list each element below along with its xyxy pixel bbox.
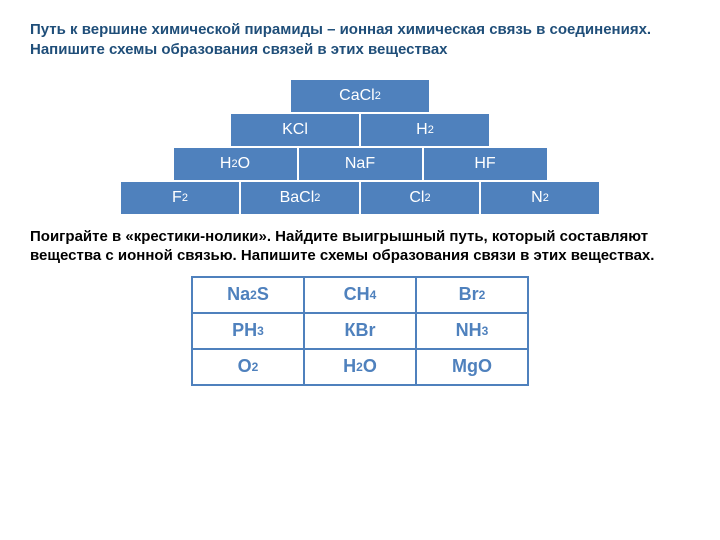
pyramid-block: KCl — [230, 113, 360, 147]
grid-cell: H2O — [304, 349, 416, 385]
tic-tac-toe-grid: Na2SCH4Br2 PH3КBrNH3 O2H2OMgO — [191, 276, 529, 386]
pyramid-block: H2 — [360, 113, 490, 147]
grid-cell: CH4 — [304, 277, 416, 313]
pyramid-block: N2 — [480, 181, 600, 215]
pyramid-row-3: F2BaCl2Cl2N2 — [120, 181, 600, 215]
pyramid-block: F2 — [120, 181, 240, 215]
grid-cell: КBr — [304, 313, 416, 349]
pyramid-row-1: KClH2 — [230, 113, 490, 147]
page-heading: Путь к вершине химической пирамиды – ион… — [30, 20, 690, 61]
pyramid-row-2: H2ONaFHF — [173, 147, 548, 181]
pyramid-block: NaF — [298, 147, 423, 181]
instruction-paragraph: Поиграйте в «крестики-нолики». Найдите в… — [30, 227, 690, 266]
pyramid-block: HF — [423, 147, 548, 181]
grid-cell: O2 — [192, 349, 304, 385]
grid-cell: Na2S — [192, 277, 304, 313]
pyramid-block: H2O — [173, 147, 298, 181]
grid-cell: NH3 — [416, 313, 528, 349]
grid-cell: MgO — [416, 349, 528, 385]
grid-cell: PH3 — [192, 313, 304, 349]
pyramid-block: BaCl2 — [240, 181, 360, 215]
pyramid-diagram: CaCl2 KClH2 H2ONaFHF F2BaCl2Cl2N2 — [30, 79, 690, 215]
pyramid-row-0: CaCl2 — [290, 79, 430, 113]
grid-cell: Br2 — [416, 277, 528, 313]
pyramid-block: CaCl2 — [290, 79, 430, 113]
pyramid-block: Cl2 — [360, 181, 480, 215]
